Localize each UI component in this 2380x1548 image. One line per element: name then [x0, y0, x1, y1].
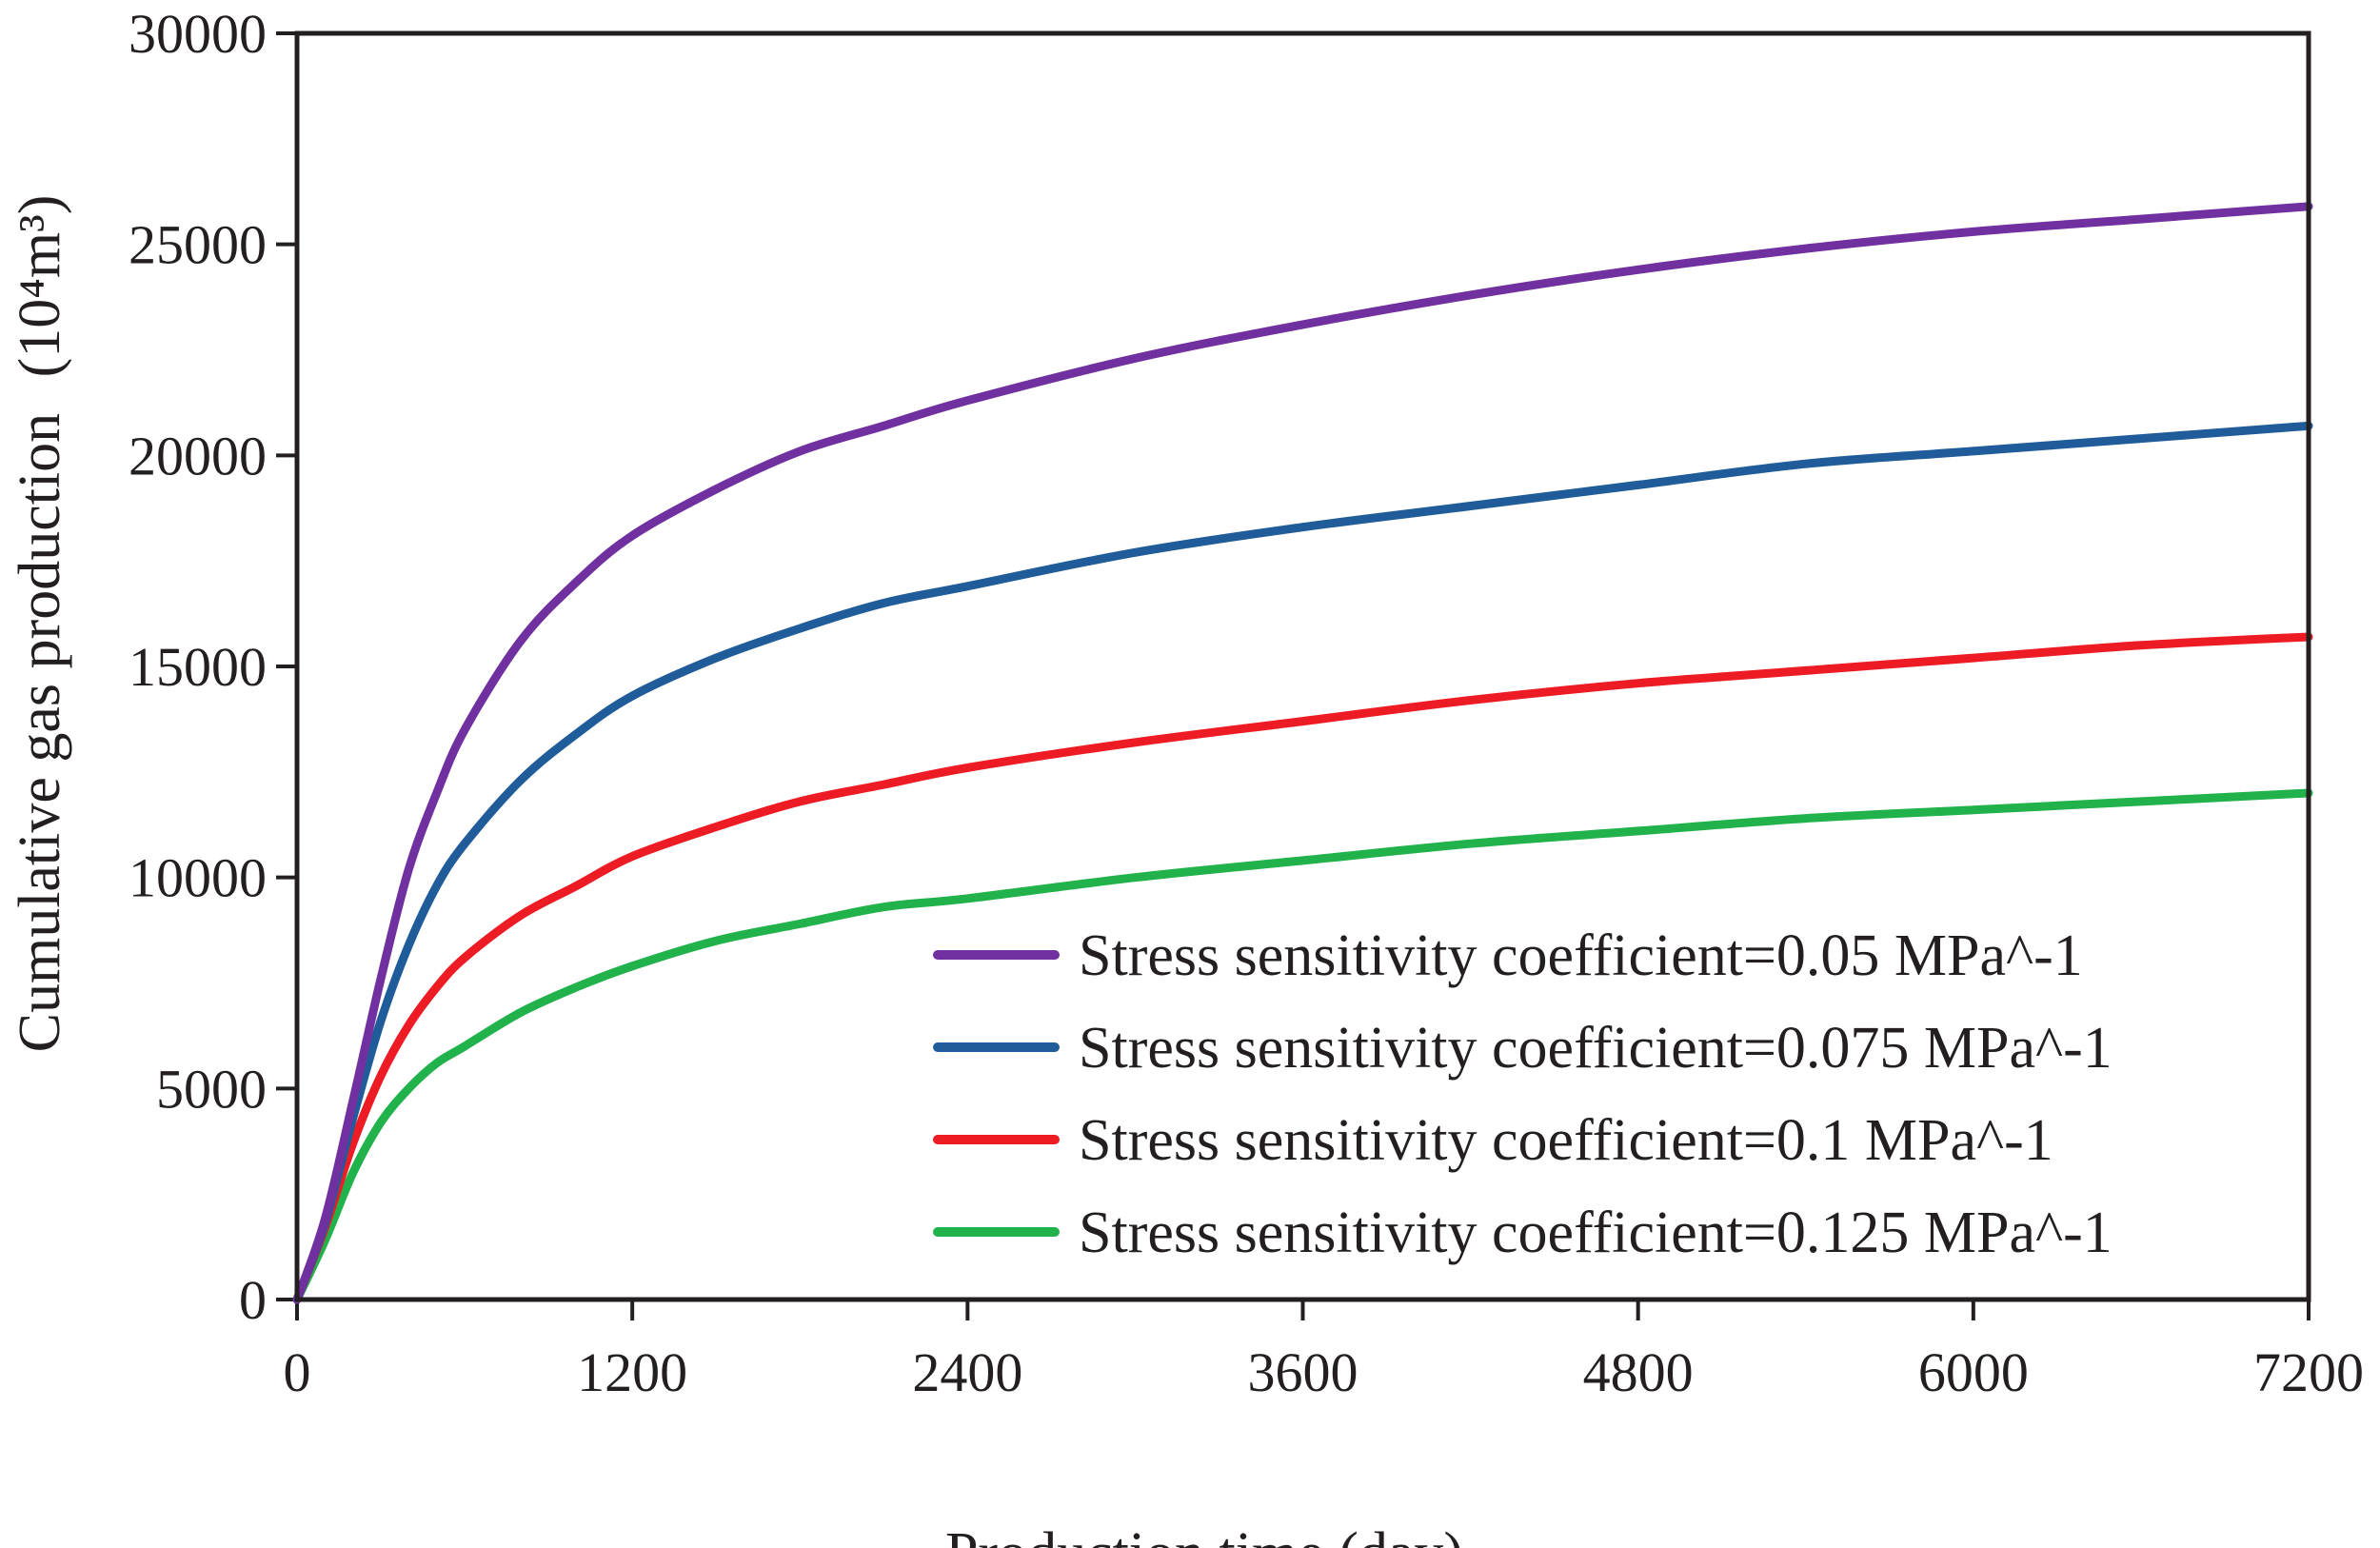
y-tick-label: 15000 [129, 636, 267, 698]
plot-frame [294, 30, 2311, 1302]
y-axis-title-label: Cumulative gas production [8, 413, 72, 1053]
x-axis-title: Production time (day) [945, 1521, 1463, 1548]
legend-label: Stress sensitivity coefficient=0.1 MPa^-… [1079, 1108, 2053, 1173]
x-tick-label: 4800 [1583, 1341, 1694, 1403]
legend-label: Stress sensitivity coefficient=0.075 MPa… [1079, 1016, 2112, 1081]
legend: Stress sensitivity coefficient=0.05 MPa^… [933, 923, 2112, 1265]
series-lines [292, 202, 2313, 1304]
x-tick-label: 2400 [912, 1341, 1022, 1403]
y-axis-title-unit: (10⁴m³) [8, 195, 72, 378]
y-tick-label: 5000 [156, 1058, 267, 1120]
y-tick-label: 20000 [129, 425, 267, 486]
y-axis-title: Cumulative gas production (10⁴m³) [8, 195, 72, 1053]
y-tick-label: 10000 [129, 847, 267, 909]
legend-label: Stress sensitivity coefficient=0.125 MPa… [1079, 1201, 2112, 1265]
series-line [292, 202, 2313, 1304]
x-tick-label: 0 [284, 1341, 311, 1403]
x-tick-label: 7200 [2253, 1341, 2364, 1403]
y-tick-label: 25000 [129, 214, 267, 276]
y-tick-label: 30000 [129, 3, 267, 65]
x-tick-label: 6000 [1918, 1341, 2029, 1403]
series-line [292, 632, 2313, 1304]
x-tick-label: 1200 [577, 1341, 687, 1403]
x-tick-label: 3600 [1248, 1341, 1359, 1403]
series-line [292, 788, 2313, 1304]
series-line [292, 421, 2313, 1304]
x-axis-ticks: 0 1200 2400 3600 4800 6000 7200 [284, 1300, 2364, 1403]
y-axis-ticks: 0 5000 10000 15000 20000 25000 30000 [129, 3, 297, 1331]
y-tick-label: 0 [239, 1269, 267, 1331]
legend-label: Stress sensitivity coefficient=0.05 MPa^… [1079, 923, 2083, 988]
